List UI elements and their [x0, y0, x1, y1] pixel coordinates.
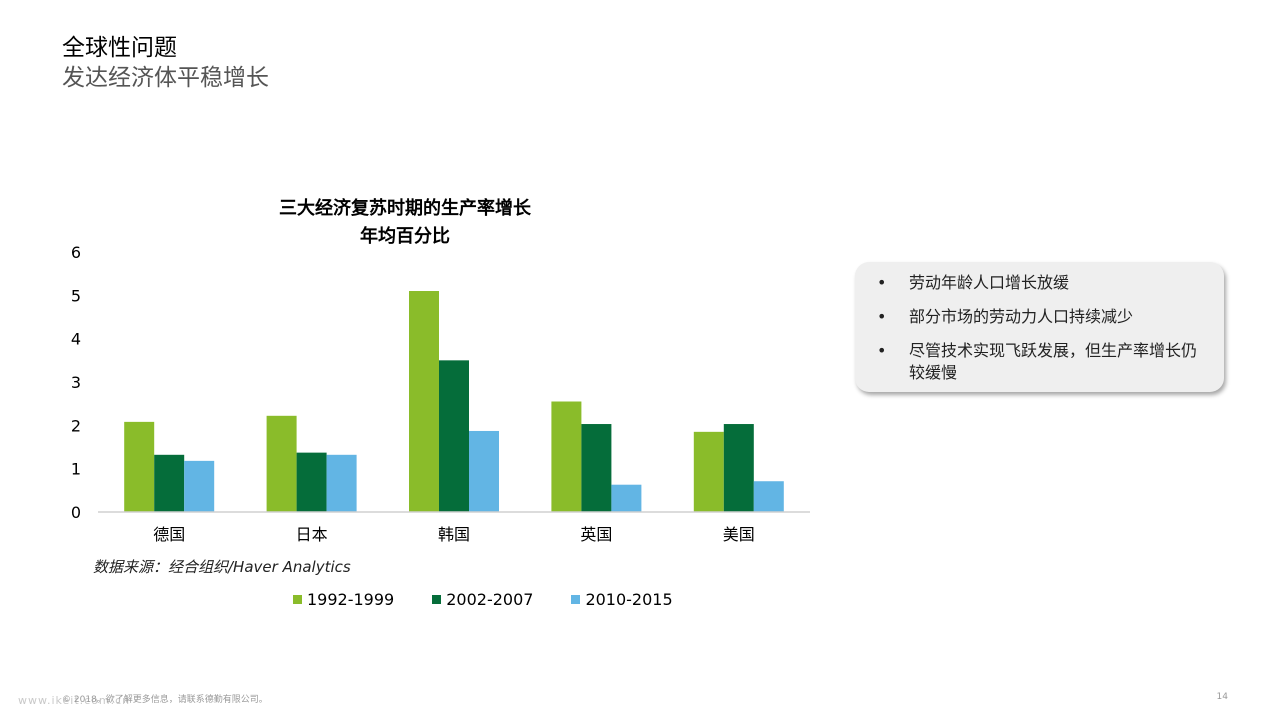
bar — [469, 430, 499, 512]
chart-legend: 1992-1999 2002-2007 2010-2015 — [293, 590, 673, 609]
y-tick-label: 6 — [71, 243, 81, 262]
legend-swatch — [293, 595, 302, 604]
bullet-icon: • — [877, 273, 887, 292]
callout-text: 劳动年龄人口增长放缓 — [909, 273, 1070, 292]
bar — [753, 481, 784, 512]
callout-text: 尽管技术实现飞跃发展，但生产率增长仍较缓慢 — [909, 341, 1198, 382]
chart-title-block: 三大经济复苏时期的生产率增长 年均百分比 — [205, 195, 605, 251]
callout-text: 部分市场的劳动力人口持续减少 — [909, 307, 1134, 326]
legend-label: 2002-2007 — [446, 590, 534, 609]
bar — [409, 291, 439, 512]
legend-label: 2010-2015 — [585, 590, 673, 609]
bar — [296, 452, 327, 512]
bullet-icon: • — [877, 307, 887, 326]
bar — [154, 454, 185, 512]
chart-subtitle: 年均百分比 — [360, 226, 450, 247]
bar — [124, 421, 155, 512]
callout-item: • 部分市场的劳动力人口持续减少 — [877, 306, 1204, 328]
bar — [184, 460, 215, 512]
page-subtitle: 发达经济体平稳增长 — [62, 65, 269, 91]
chart-title: 三大经济复苏时期的生产率增长 — [279, 198, 531, 219]
legend-item: 2010-2015 — [571, 590, 673, 609]
legend-item: 2002-2007 — [432, 590, 533, 609]
legend-label: 1992-1999 — [307, 590, 395, 609]
bar — [611, 484, 642, 512]
page-title: 全球性问题 — [62, 35, 177, 61]
bar — [693, 431, 724, 512]
y-tick-label: 5 — [71, 286, 81, 305]
bullet-icon: • — [877, 341, 887, 360]
bar — [551, 401, 582, 512]
bar — [439, 360, 469, 512]
legend-item: 1992-1999 — [293, 590, 394, 609]
chart-source: 数据来源：经合组织/Haver Analytics — [93, 558, 351, 576]
y-tick-label: 4 — [71, 330, 81, 349]
y-tick-label: 2 — [71, 416, 81, 435]
bar — [581, 424, 612, 512]
callout-box: • 劳动年龄人口增长放缓 • 部分市场的劳动力人口持续减少 • 尽管技术实现飞跃发展，… — [855, 262, 1224, 392]
y-tick-label: 0 — [71, 503, 81, 522]
x-category-label: 韩国 — [438, 525, 470, 544]
x-category-label: 美国 — [723, 525, 755, 544]
bar — [266, 415, 297, 512]
x-category-label: 德国 — [153, 525, 185, 544]
y-tick-label: 3 — [71, 373, 81, 392]
legend-swatch — [432, 595, 442, 604]
watermark: www.ikeit.com.cn — [18, 694, 131, 707]
bar — [326, 454, 357, 512]
x-category-label: 英国 — [580, 525, 612, 544]
legend-swatch — [571, 595, 581, 604]
x-category-label: 日本 — [296, 525, 328, 544]
page-number: 14 — [1216, 692, 1228, 702]
y-tick-label: 1 — [71, 460, 81, 479]
callout-item: • 劳动年龄人口增长放缓 — [877, 272, 1204, 294]
callout-item: • 尽管技术实现飞跃发展，但生产率增长仍较缓慢 — [877, 340, 1204, 384]
bar — [723, 424, 754, 512]
productivity-bar-chart: 0 1 2 3 4 5 6 德国 日本 韩国 英国 美国 — [71, 243, 810, 544]
footer-copyright: © 2018。欲了解更多信息，请联系德勤有限公司。 — [62, 695, 268, 705]
